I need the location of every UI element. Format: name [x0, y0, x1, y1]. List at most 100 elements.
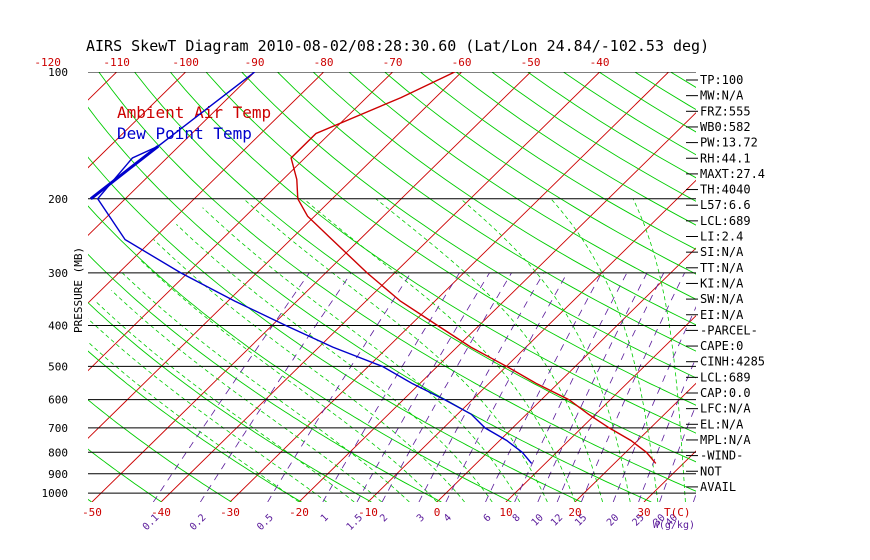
- dry-adiabat-line: [241, 72, 696, 379]
- bottom-temp-tick-label: 20: [568, 506, 581, 519]
- mixing-ratio-line: [445, 272, 568, 502]
- moist-adiabat-line: [95, 300, 355, 502]
- sidebar-item: KI:N/A: [700, 276, 744, 290]
- mixing-ratio-line: [580, 272, 685, 502]
- mixing-ratio-tick-label: 1: [319, 512, 331, 524]
- bottom-temp-tick-labels: -50 -40 -30 -20 -10 0 10 20 30: [82, 506, 651, 519]
- moist-adiabat-line: [460, 198, 631, 502]
- top-temp-tick-label: -60: [452, 56, 472, 69]
- mixing-ratio-line: [514, 272, 628, 502]
- moist-adiabat-line: [88, 341, 300, 502]
- dry-adiabat-line: [98, 72, 696, 492]
- mixing-ratio-tick-label: 2: [378, 512, 390, 524]
- plot-grid: [0, 72, 870, 502]
- sounding-series: [89, 72, 657, 464]
- top-temp-tick-label: -110: [103, 56, 130, 69]
- mixing-ratio-tick-label: 0.5: [255, 512, 276, 533]
- isotherm-line: [91, 72, 531, 502]
- sidebar-item: LI:2.4: [700, 230, 743, 244]
- pressure-tick-label: 500: [48, 360, 68, 373]
- mixing-ratio-line: [418, 272, 544, 502]
- dry-adiabat-line: [88, 156, 582, 502]
- dry-adiabat-line: [205, 72, 696, 406]
- legend-dew-point-temp: Dew Point Temp: [117, 124, 252, 143]
- pressure-tick-label: 900: [48, 468, 68, 481]
- sidebar-item: WB0:582: [700, 120, 751, 134]
- y-axis-label: PRESSURE (MB): [72, 247, 85, 333]
- legend: Ambient Air Temp Dew Point Temp: [117, 103, 271, 143]
- top-temp-tick-label: -40: [590, 56, 610, 69]
- moist-adiabat-line: [140, 260, 438, 502]
- sidebar-item: L57:6.6: [700, 198, 751, 212]
- sidebar-item: MPL:N/A: [700, 433, 751, 447]
- sidebar-item: LCL:689: [700, 370, 751, 384]
- sidebar-item: CAP:0.0: [700, 386, 751, 400]
- mixing-ratio-line: [152, 272, 310, 502]
- mixing-ratio-line: [537, 272, 648, 502]
- dry-adiabat-line: [88, 253, 442, 502]
- pressure-tick-label: 800: [48, 446, 68, 459]
- sidebar-item: LCL:689: [700, 214, 751, 228]
- mixing-ratio-line: [381, 272, 512, 502]
- dry-adiabat-line: [778, 72, 870, 502]
- bottom-temp-tick-label: 10: [499, 506, 512, 519]
- mixing-ratio-tick-label: 12: [549, 512, 565, 528]
- moist-adiabat-line: [375, 198, 603, 502]
- mixing-ratio-tick-label: 0.2: [188, 512, 209, 533]
- moist-adiabat-line: [632, 198, 686, 502]
- sidebar-item: MW:N/A: [700, 89, 744, 103]
- sidebar-item: CAPE:0: [700, 339, 743, 353]
- dry-adiabat-line: [849, 72, 870, 502]
- dry-adiabat-line: [348, 72, 696, 300]
- bottom-temp-tick-label: -20: [289, 506, 309, 519]
- sidebar-item: -WIND-: [700, 449, 743, 463]
- sidebar-item: TT:N/A: [700, 261, 744, 275]
- isotherm-line: [88, 72, 462, 439]
- mixing-ratio-tick-label: 20: [605, 512, 621, 528]
- pressure-tick-labels: 100 200 300 400 500 600 700 800 900 1000: [42, 66, 69, 500]
- moist-adiabat-line: [111, 290, 383, 502]
- bottom-temp-tick-label: 30: [637, 506, 650, 519]
- dry-adiabat-line: [277, 72, 696, 352]
- dry-adiabat-line: [384, 72, 696, 275]
- dry-adiabat-line: [169, 72, 696, 434]
- sidebar-item: FRZ:555: [700, 104, 751, 118]
- sidebar-item: RH:44.1: [700, 151, 751, 165]
- dew-point-thick-segment: [89, 144, 160, 200]
- dry-adiabat-line: [742, 72, 870, 502]
- mixing-ratio-tick-label: 4: [442, 512, 454, 524]
- bottom-temp-tick-label: -10: [358, 506, 378, 519]
- sidebar-item: TP:100: [700, 73, 743, 87]
- isotherm-line: [505, 315, 696, 502]
- sidebar-item: SI:N/A: [700, 245, 744, 259]
- pressure-tick-label: 300: [48, 267, 68, 280]
- pressure-tick-label: 600: [48, 394, 68, 407]
- moist-adiabat-line: [153, 239, 465, 502]
- sidebar-item: EI:N/A: [700, 308, 744, 322]
- moist-adiabat-line: [122, 272, 410, 502]
- dry-adiabat-line: [312, 72, 696, 326]
- isotherm-line: [0, 72, 48, 502]
- isotherm-line: [88, 72, 393, 372]
- moist-adiabat-line: [550, 198, 659, 502]
- dry-adiabat-line: [88, 106, 652, 502]
- isotherm-line: [367, 179, 696, 502]
- pressure-tick-label: 1000: [42, 487, 69, 500]
- mixing-ratio-tick-label: 10: [530, 512, 546, 528]
- bottom-temp-tick-label: -30: [220, 506, 240, 519]
- ambient-air-temp-line: [290, 72, 657, 464]
- moist-adiabat-line: [88, 318, 327, 502]
- dry-adiabat-line: [88, 399, 232, 502]
- mixing-ratio-tick-label: 8: [511, 512, 523, 524]
- sidebar-item: EL:N/A: [700, 417, 744, 431]
- moist-adiabat-line: [176, 224, 493, 502]
- isotherm-line: [160, 72, 600, 502]
- sidebar-item: SW:N/A: [700, 292, 744, 306]
- top-temp-tick-label: -100: [172, 56, 199, 69]
- sidebar-item: CINH:4285: [700, 355, 765, 369]
- bottom-temp-tick-label: -40: [151, 506, 171, 519]
- dry-adiabat-line: [88, 302, 372, 502]
- mixing-ratio-line: [322, 272, 460, 502]
- mixing-ratio-line: [612, 306, 696, 502]
